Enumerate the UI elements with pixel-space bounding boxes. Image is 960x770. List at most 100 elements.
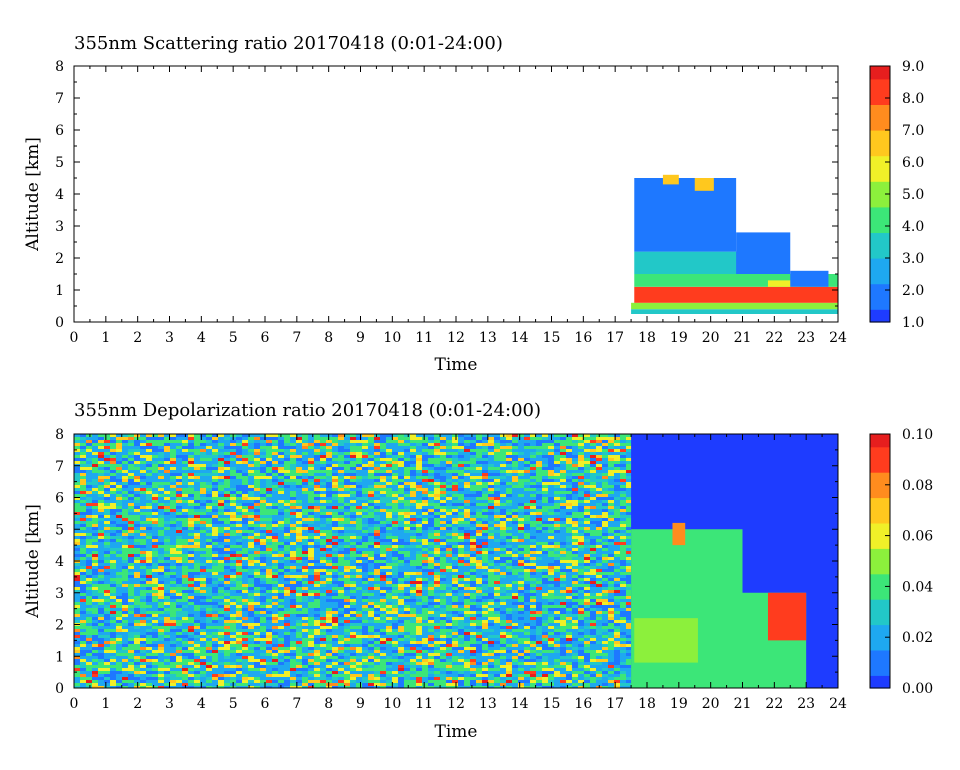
heatmap-cell [338, 464, 344, 467]
heatmap-cell [476, 545, 482, 548]
heatmap-cell [446, 521, 452, 524]
heatmap-cell [512, 569, 518, 572]
heatmap-cell [86, 563, 92, 566]
heatmap-cell [308, 566, 314, 569]
heatmap-cell [272, 509, 278, 512]
heatmap-cell [278, 569, 284, 572]
heatmap-cell [344, 554, 350, 557]
heatmap-cell [218, 566, 224, 569]
heatmap-cell [512, 539, 518, 542]
heatmap-cell [260, 545, 266, 548]
heatmap-cell [200, 494, 206, 497]
heatmap-cell [602, 479, 608, 482]
heatmap-cell [344, 572, 350, 575]
heatmap-cell [170, 518, 176, 521]
heatmap-cell [392, 464, 398, 467]
heatmap-cell [536, 533, 542, 536]
heatmap-cell [200, 470, 206, 473]
heatmap-cell [428, 455, 434, 458]
heatmap-cell [176, 551, 182, 554]
heatmap-cell [476, 482, 482, 485]
heatmap-cell [386, 440, 392, 443]
heatmap-cell [386, 560, 392, 563]
heatmap-cell [74, 566, 80, 569]
heatmap-cell [614, 542, 620, 545]
heatmap-cell [350, 581, 356, 584]
heatmap-cell [164, 467, 170, 470]
heatmap-cell [194, 551, 200, 554]
heatmap-cell [164, 452, 170, 455]
heatmap-cell [218, 581, 224, 584]
heatmap-cell [296, 497, 302, 500]
heatmap-cell [452, 434, 458, 437]
heatmap-cell [584, 560, 590, 563]
heatmap-cell [374, 536, 380, 539]
heatmap-cell [74, 467, 80, 470]
heatmap-cell [470, 470, 476, 473]
heatmap-cell [206, 575, 212, 578]
heatmap-cell [446, 578, 452, 581]
heatmap-cell [218, 506, 224, 509]
heatmap-cell [494, 452, 500, 455]
heatmap-cell [392, 548, 398, 551]
heatmap-cell [620, 506, 626, 509]
heatmap-cell [92, 446, 98, 449]
heatmap-cell [248, 497, 254, 500]
heatmap-cell [260, 437, 266, 440]
heatmap-cell [500, 434, 506, 437]
heatmap-cell [386, 515, 392, 518]
heatmap-cell [524, 455, 530, 458]
heatmap-cell [458, 572, 464, 575]
heatmap-cell [362, 500, 368, 503]
heatmap-cell [86, 464, 92, 467]
heatmap-cell [560, 515, 566, 518]
heatmap-cell [338, 542, 344, 545]
heatmap-cell [416, 578, 422, 581]
heatmap-cell [530, 512, 536, 515]
heatmap-cell [410, 449, 416, 452]
heatmap-cell [458, 551, 464, 554]
heatmap-cell [536, 449, 542, 452]
heatmap-cell [242, 446, 248, 449]
heatmap-cell [260, 536, 266, 539]
heatmap-cell [392, 551, 398, 554]
heatmap-cell [368, 449, 374, 452]
heatmap-cell [608, 524, 614, 527]
heatmap-cell [518, 548, 524, 551]
heatmap-cell [410, 455, 416, 458]
heatmap-cell [500, 530, 506, 533]
heatmap-cell [182, 554, 188, 557]
heatmap-cell [248, 545, 254, 548]
heatmap-cell [290, 491, 296, 494]
heatmap-cell [326, 527, 332, 530]
heatmap-cell [332, 470, 338, 473]
heatmap-cell [554, 575, 560, 578]
heatmap-cell [164, 503, 170, 506]
heatmap-cell [458, 464, 464, 467]
heatmap-cell [536, 497, 542, 500]
heatmap-cell [146, 581, 152, 584]
heatmap-cell [380, 497, 386, 500]
heatmap-cell [446, 470, 452, 473]
heatmap-cell [458, 539, 464, 542]
heatmap-cell [470, 482, 476, 485]
heatmap-cell [542, 572, 548, 575]
heatmap-cell [182, 539, 188, 542]
heatmap-cell [242, 440, 248, 443]
heatmap-cell [626, 464, 632, 467]
heatmap-cell [590, 551, 596, 554]
heatmap-cell [602, 434, 608, 437]
heatmap-cell [176, 491, 182, 494]
heatmap-cell [224, 482, 230, 485]
heatmap-cell [578, 455, 584, 458]
heatmap-cell [110, 464, 116, 467]
heatmap-cell [344, 530, 350, 533]
heatmap-cell [242, 491, 248, 494]
heatmap-cell [164, 506, 170, 509]
heatmap-cell [194, 491, 200, 494]
heatmap-cell [602, 536, 608, 539]
heatmap-cell [332, 491, 338, 494]
heatmap-cell [350, 560, 356, 563]
heatmap-cell [80, 581, 86, 584]
heatmap-cell [494, 554, 500, 557]
